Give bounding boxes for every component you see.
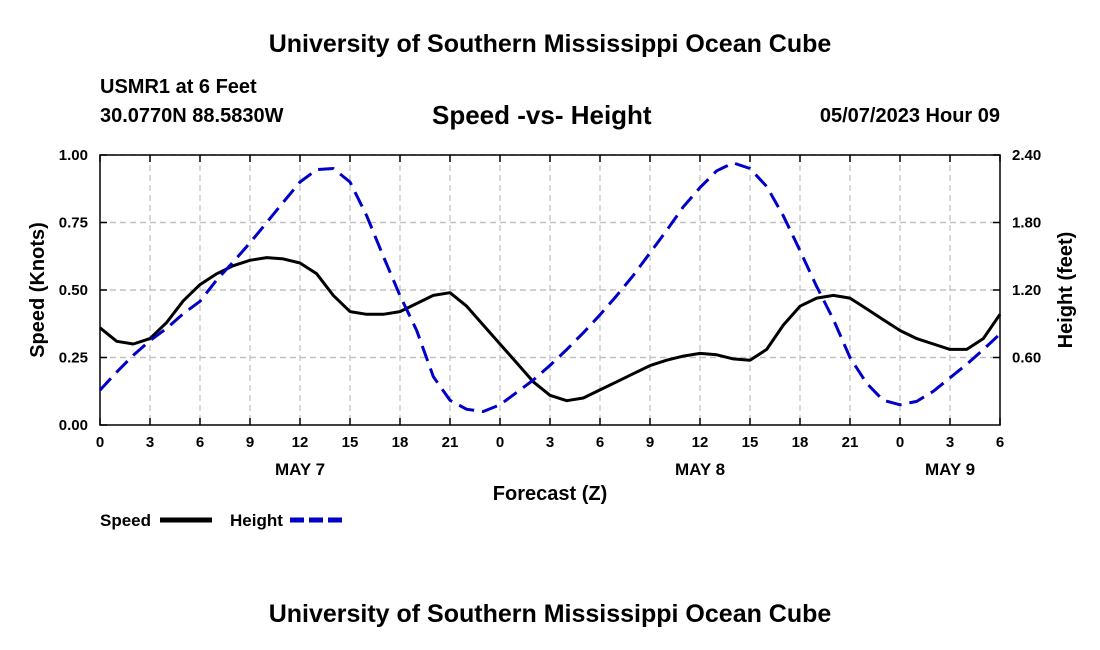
y2-tick-label: 2.40 [1012, 147, 1041, 164]
x-tick-label: 18 [392, 434, 409, 451]
y-tick-label: 1.00 [59, 147, 88, 164]
x-tick-label: 21 [842, 434, 859, 451]
y-tick-label: 0.75 [59, 215, 88, 232]
x-tick-label: 3 [146, 434, 154, 451]
x-tick-label: 6 [196, 434, 204, 451]
y2-tick-label: 1.20 [1012, 282, 1041, 299]
series-line-speed [99, 256, 1002, 403]
x-day-label: MAY 9 [925, 460, 975, 479]
page-title: University of Southern Mississippi Ocean… [268, 30, 832, 58]
legend-label-speed: Speed [100, 511, 151, 530]
x-tick-label: 21 [442, 434, 459, 451]
x-tick-label: 6 [996, 434, 1004, 451]
series-line-height [98, 161, 1002, 413]
footer-title: University of Southern Mississippi Ocean… [268, 600, 832, 628]
y-tick-label: 0.25 [59, 350, 88, 367]
x-tick-label: 6 [596, 434, 604, 451]
legend-label-height: Height [230, 511, 283, 530]
timestamp-label: 05/07/2023 Hour 09 [819, 105, 1000, 127]
x-tick-label: 15 [342, 434, 359, 451]
x-tick-label: 0 [896, 434, 904, 451]
location-label: 30.0770N 88.5830W [100, 105, 284, 127]
x-tick-label: 12 [292, 434, 309, 451]
x-tick-label: 12 [692, 434, 709, 451]
y-tick-label: 0.50 [59, 282, 88, 299]
x-tick-label: 0 [496, 434, 504, 451]
x-tick-label: 0 [96, 434, 104, 451]
x-tick-label: 15 [742, 434, 759, 451]
x-day-label: MAY 8 [675, 460, 725, 479]
y2-tick-label: 1.80 [1012, 215, 1041, 232]
x-tick-label: 9 [246, 434, 254, 451]
y2-axis-title: Height (feet) [1055, 232, 1077, 349]
x-tick-label: 9 [646, 434, 654, 451]
x-tick-label: 3 [546, 434, 554, 451]
x-tick-label: 3 [946, 434, 954, 451]
y-tick-label: 0.00 [59, 417, 88, 434]
station-label: USMR1 at 6 Feet [100, 76, 257, 98]
x-tick-label: 18 [792, 434, 809, 451]
x-axis-title: Forecast (Z) [493, 483, 607, 505]
y2-tick-label: 0.60 [1012, 350, 1041, 367]
chart-title: Speed -vs- Height [432, 100, 652, 130]
y-axis-title: Speed (Knots) [27, 222, 49, 358]
x-day-label: MAY 7 [275, 460, 325, 479]
